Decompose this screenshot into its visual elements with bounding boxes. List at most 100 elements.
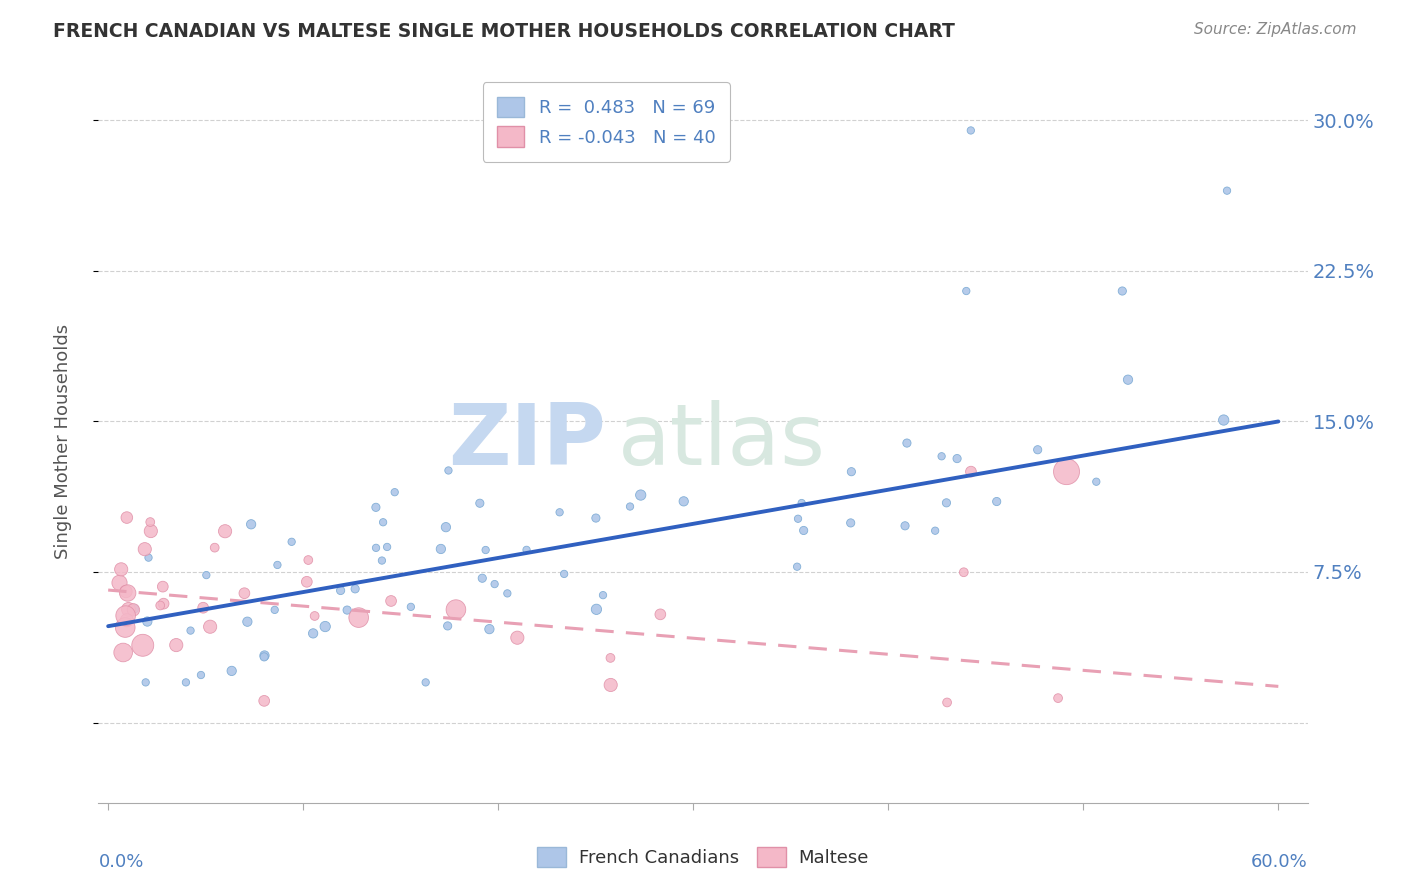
Point: [468, 496, 491, 510]
Point: [506, 631, 529, 645]
Point: [371, 553, 394, 567]
Point: [122, 603, 145, 617]
Point: [516, 542, 538, 557]
Point: [240, 517, 263, 532]
Point: [478, 622, 501, 636]
Point: [496, 586, 519, 600]
Point: [924, 524, 946, 538]
Point: [599, 678, 621, 692]
Point: [152, 580, 174, 594]
Point: [190, 668, 212, 682]
Point: [336, 603, 359, 617]
Point: [193, 600, 215, 615]
Point: [347, 610, 370, 624]
Point: [986, 494, 1008, 508]
Point: [592, 588, 614, 602]
Point: [139, 524, 162, 538]
Point: [253, 648, 276, 663]
Point: [253, 694, 276, 708]
Point: [263, 603, 285, 617]
Point: [117, 602, 139, 616]
Point: [233, 586, 256, 600]
Point: [115, 613, 138, 627]
Point: [790, 496, 813, 510]
Point: [444, 602, 467, 616]
Point: [672, 494, 695, 508]
Point: [793, 524, 815, 538]
Point: [371, 515, 394, 529]
Point: [110, 562, 132, 576]
Point: [434, 520, 457, 534]
Point: [280, 534, 302, 549]
Point: [112, 645, 135, 659]
Point: [599, 651, 621, 665]
Text: atlas: atlas: [619, 400, 827, 483]
Point: [959, 123, 981, 137]
Point: [135, 675, 157, 690]
Point: [585, 511, 607, 525]
Point: [931, 450, 953, 464]
Text: FRENCH CANADIAN VS MALTESE SINGLE MOTHER HOUSEHOLDS CORRELATION CHART: FRENCH CANADIAN VS MALTESE SINGLE MOTHER…: [53, 22, 955, 41]
Point: [304, 609, 326, 624]
Point: [474, 543, 496, 558]
Point: [553, 566, 575, 581]
Point: [471, 571, 494, 585]
Point: [650, 607, 672, 622]
Y-axis label: Single Mother Households: Single Mother Households: [53, 324, 72, 559]
Point: [253, 649, 276, 664]
Point: [236, 615, 259, 629]
Point: [1056, 465, 1078, 479]
Point: [295, 574, 318, 589]
Point: [619, 500, 641, 514]
Point: [329, 583, 352, 598]
Legend: French Canadians, Maltese: French Canadians, Maltese: [530, 839, 876, 874]
Point: [344, 582, 367, 596]
Text: 0.0%: 0.0%: [98, 853, 143, 871]
Point: [380, 594, 402, 608]
Point: [841, 465, 863, 479]
Point: [152, 597, 174, 611]
Point: [1026, 442, 1049, 457]
Point: [430, 541, 453, 556]
Point: [165, 638, 187, 652]
Point: [364, 500, 387, 515]
Point: [139, 515, 162, 529]
Point: [935, 496, 957, 510]
Point: [437, 463, 460, 477]
Point: [399, 599, 422, 614]
Point: [787, 512, 810, 526]
Point: [114, 621, 136, 635]
Point: [124, 602, 146, 616]
Point: [952, 566, 974, 580]
Point: [839, 516, 862, 530]
Point: [180, 624, 202, 638]
Legend: R =  0.483   N = 69, R = -0.043   N = 40: R = 0.483 N = 69, R = -0.043 N = 40: [482, 82, 730, 161]
Point: [436, 619, 458, 633]
Point: [894, 518, 917, 533]
Point: [115, 510, 138, 524]
Point: [936, 696, 959, 710]
Point: [117, 586, 139, 600]
Point: [1047, 691, 1070, 706]
Point: [114, 608, 136, 623]
Point: [195, 568, 218, 582]
Point: [630, 488, 652, 502]
Point: [946, 451, 969, 466]
Point: [484, 577, 506, 591]
Point: [1216, 184, 1239, 198]
Point: [297, 553, 319, 567]
Text: 60.0%: 60.0%: [1251, 853, 1308, 871]
Point: [314, 619, 336, 633]
Point: [1116, 373, 1139, 387]
Point: [174, 675, 197, 690]
Point: [1111, 284, 1133, 298]
Point: [960, 465, 983, 479]
Point: [302, 626, 325, 640]
Point: [149, 599, 172, 613]
Point: [108, 575, 131, 590]
Point: [198, 620, 221, 634]
Point: [585, 602, 607, 616]
Point: [214, 524, 236, 539]
Point: [896, 436, 918, 450]
Point: [786, 559, 808, 574]
